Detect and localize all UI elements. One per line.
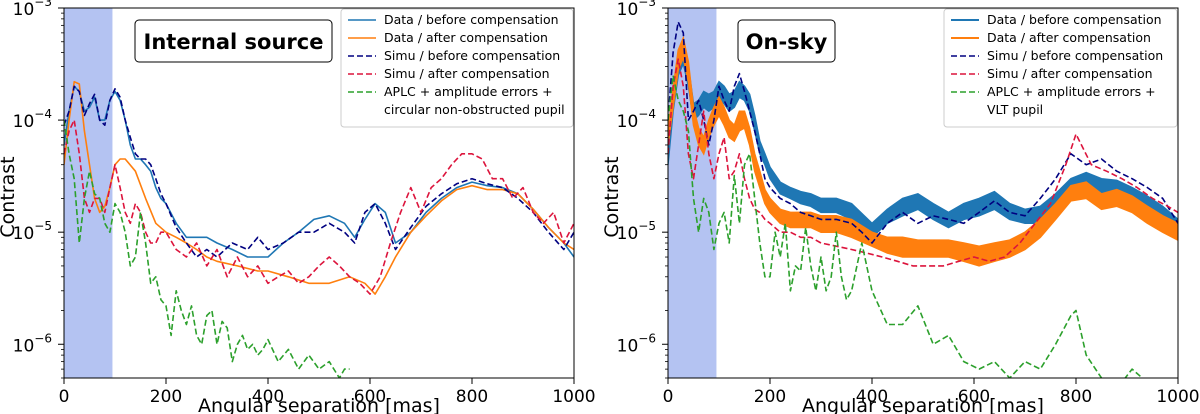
x-tick-label: 400 [856,387,888,407]
legend-label: Simu / before compensation [384,48,560,63]
legend: Data / before compensation Data / after c… [340,8,574,128]
y-tick-label: 10−6 [617,331,656,356]
series-line-3 [668,58,1178,267]
panel-title: On-sky [746,30,828,54]
legend-box [340,8,574,128]
legend-label: Simu / after compensation [384,66,550,81]
x-tick-label: 0 [59,387,70,407]
y-tick-label: 10−5 [617,219,656,244]
y-tick-label: 10−5 [13,219,52,244]
x-tick-label: 800 [1060,387,1092,407]
panel-internal-source: 10−6 10−5 10−4 10−3 0 200 400 600 800 1000 Angular… [0,0,596,414]
y-tick-label: 10−3 [13,0,52,20]
legend-label: Data / before compensation [384,12,559,27]
series-band-1 [668,35,1178,267]
y-tick-label: 10−3 [617,0,656,20]
legend: Data / before compensation Data / after c… [943,8,1178,128]
y-tick-label: 10−4 [617,107,656,132]
panel-title-box [134,19,333,63]
x-tick-label: 400 [252,387,284,407]
x-tick-label: 600 [354,387,386,407]
panel-on-sky: 10−6 10−5 10−4 10−3 0 200 400 600 800 1000 Angular… [601,0,1200,414]
y-tick-label: 10−6 [13,331,52,356]
y-axis-title: Contrast [601,156,623,237]
legend-label: Data / after compensation [987,30,1151,45]
y-axis-title: Contrast [0,156,19,237]
panel-title: Internal source [144,30,324,54]
x-tick-label: 0 [663,387,674,407]
x-tick-label: 200 [150,387,182,407]
x-axis-title: Angular separation [mas] [802,395,1044,414]
legend-label: APLC + amplitude errors + [987,84,1156,99]
x-tick-label: 800 [456,387,488,407]
shaded-region [64,8,113,378]
legend-label: APLC + amplitude errors + [384,84,553,99]
x-tick-label: 200 [754,387,786,407]
x-axis-title: Angular separation [mas] [198,395,440,414]
shaded-region [668,8,717,378]
panel-title-box [737,19,836,63]
legend-label: circular non-obstructed pupil [384,102,565,117]
axes-frame [63,7,575,379]
legend-label: Data / before compensation [987,12,1162,27]
series-band-0 [668,41,1178,239]
legend-label: Simu / before compensation [987,48,1163,63]
legend-label: Data / after compensation [384,30,548,45]
x-tick-label: 1000 [1156,387,1199,407]
series-line-2 [64,85,574,258]
axes-frame [667,7,1179,379]
series-line-2 [668,21,1178,244]
y-tick-label: 10−4 [13,107,52,132]
legend-box [943,8,1178,128]
series-line-3 [64,119,574,295]
series-line-4 [64,119,350,378]
series-group [64,80,574,378]
series-line-4 [668,74,1143,378]
legend-label: Simu / after compensation [987,66,1153,81]
x-tick-label: 1000 [552,387,595,407]
series-group [668,21,1178,378]
x-tick-label: 600 [958,387,990,407]
legend-label: VLT pupil [987,102,1043,117]
